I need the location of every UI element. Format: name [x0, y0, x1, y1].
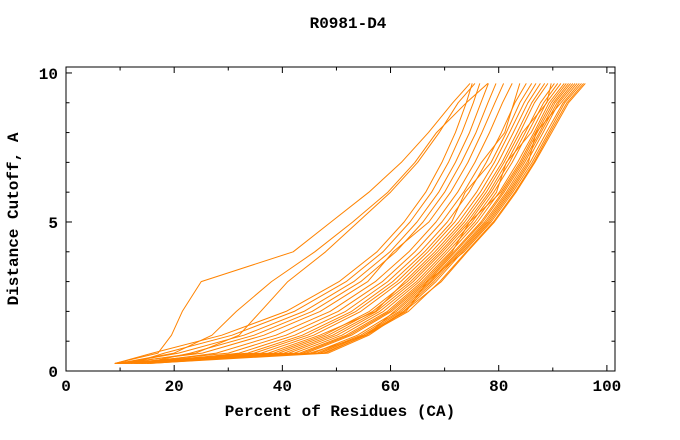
y-tick-label: 10 [39, 66, 58, 84]
curve-03 [120, 83, 489, 364]
x-tick-label: 20 [165, 378, 184, 396]
x-tick-label: 80 [489, 378, 508, 396]
curve-16 [118, 83, 559, 364]
axis-ticks [65, 67, 615, 372]
curve-05 [117, 83, 505, 364]
curve-12 [133, 83, 546, 364]
plot-border [65, 66, 616, 372]
curve-C-early-riser [117, 83, 489, 364]
curve-11 [114, 83, 541, 364]
curve-07 [122, 83, 521, 364]
chart-title: R0981-D4 [310, 15, 387, 33]
x-tick-label: 40 [273, 378, 292, 396]
y-tick-label: 5 [48, 215, 58, 233]
curve-08 [147, 83, 527, 364]
y-axis-label: Distance Cutoff, A [5, 132, 23, 305]
curve-17 [136, 83, 562, 364]
curve-18 [123, 83, 565, 364]
curve-27 [117, 83, 584, 364]
x-tick-label: 0 [61, 378, 71, 396]
curve-22 [140, 83, 574, 364]
x-tick-label: 60 [381, 378, 400, 396]
curve-10 [138, 83, 537, 364]
curve-01 [114, 83, 473, 364]
curve-02 [130, 83, 481, 364]
curve-04 [141, 83, 497, 364]
series-lines [114, 83, 586, 364]
y-tick-label: 0 [48, 364, 58, 382]
x-tick-label: 100 [592, 378, 621, 396]
curve-06 [136, 83, 513, 364]
plot-box [65, 66, 616, 372]
curve-28 [147, 83, 586, 364]
curve-14 [144, 83, 552, 364]
curve-09 [125, 83, 533, 364]
tick-labels: 0 20 40 60 80 100 0 5 10 [39, 66, 621, 396]
curve-A-early-riser [114, 83, 471, 364]
curve-15 [128, 83, 555, 364]
curve-13 [120, 83, 549, 364]
curve-21 [115, 83, 571, 364]
curve-23 [125, 83, 576, 364]
x-axis-label: Percent of Residues (CA) [225, 403, 455, 421]
curve-19 [149, 83, 567, 364]
curve-26 [135, 83, 582, 364]
curve-24 [141, 83, 578, 364]
